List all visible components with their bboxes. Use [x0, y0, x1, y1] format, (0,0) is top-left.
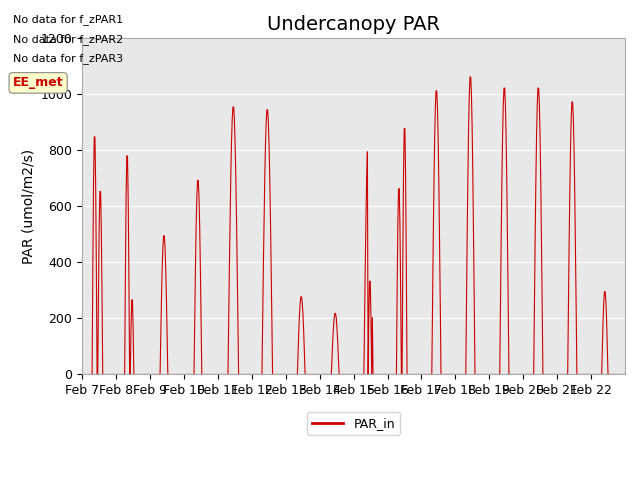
Legend: PAR_in: PAR_in: [307, 412, 400, 435]
Text: No data for f_zPAR3: No data for f_zPAR3: [13, 53, 123, 64]
Text: No data for f_zPAR1: No data for f_zPAR1: [13, 14, 123, 25]
Text: No data for f_zPAR2: No data for f_zPAR2: [13, 34, 123, 45]
Text: EE_met: EE_met: [13, 76, 63, 89]
Title: Undercanopy PAR: Undercanopy PAR: [267, 15, 440, 34]
Y-axis label: PAR (umol/m2/s): PAR (umol/m2/s): [21, 149, 35, 264]
